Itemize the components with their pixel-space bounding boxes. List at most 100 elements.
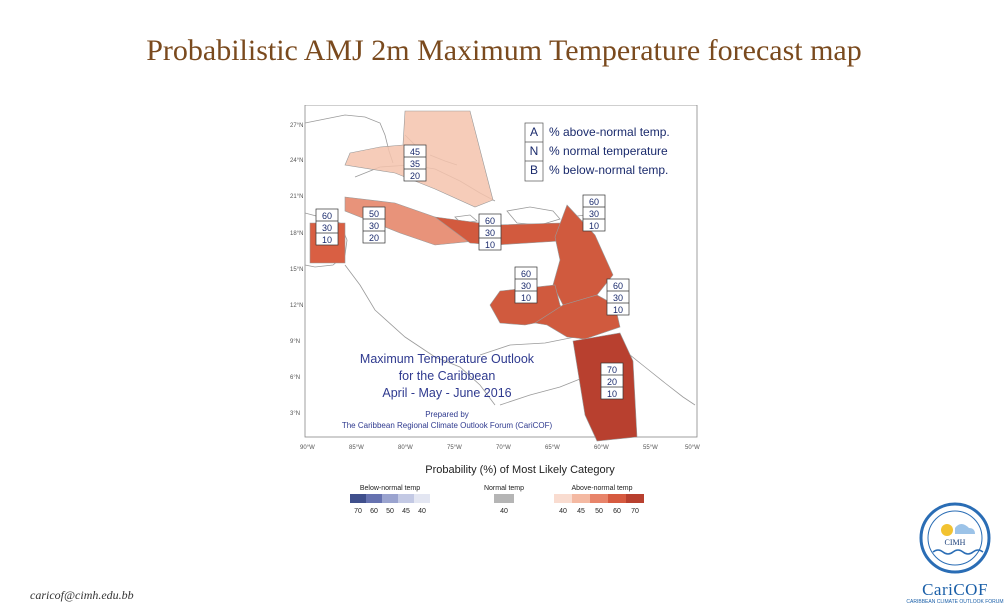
prob-normal: 30	[613, 293, 623, 303]
prob-box: 45 35 20	[403, 144, 427, 182]
outlook-title-line: Maximum Temperature Outlook	[360, 352, 535, 366]
legend-group-normal: Normal temp 40	[484, 485, 524, 515]
lon-label: 50°W	[685, 445, 700, 451]
lat-label: 27°N	[290, 123, 303, 129]
legend-tick: 50	[595, 508, 603, 515]
forecast-map: 27°N 24°N 21°N 18°N 15°N 12°N 9°N 6°N 3°…	[285, 105, 705, 455]
prob-box: 50 30 20	[362, 206, 386, 244]
prob-above: 60	[485, 216, 495, 226]
prob-below: 20	[410, 171, 420, 181]
legend-swatch	[382, 494, 398, 503]
cimh-seal: CIMH	[919, 502, 991, 574]
legend-group-above: Above-normal temp 40 45 50 60 70	[554, 485, 644, 515]
legend-swatch	[398, 494, 414, 503]
prob-above: 60	[589, 197, 599, 207]
legend-tick: 40	[500, 508, 508, 515]
prob-box: 60 30 10	[606, 278, 630, 316]
cloud-icon	[955, 524, 975, 534]
lon-label: 80°W	[398, 445, 413, 451]
key-text: % above-normal temp.	[549, 125, 670, 139]
legend-svg: Below-normal temp 70 60 50 45 40 Normal …	[350, 485, 644, 515]
wave-icon	[932, 549, 984, 555]
legend-tick: 70	[631, 508, 639, 515]
legend-group-label: Above-normal temp	[571, 485, 632, 492]
lat-label: 21°N	[290, 194, 303, 200]
legend-swatch	[626, 494, 644, 503]
legend-tick: 50	[386, 508, 394, 515]
prob-below: 20	[369, 233, 379, 243]
lon-label: 55°W	[643, 445, 658, 451]
outlook-title-line: April - May - June 2016	[382, 386, 511, 400]
outlook-title-line: for the Caribbean	[399, 369, 496, 383]
lon-label: 85°W	[349, 445, 364, 451]
prob-below: 10	[613, 305, 623, 315]
legend-swatch	[494, 494, 514, 503]
seal-text: CIMH	[945, 538, 966, 547]
key-letter: N	[530, 144, 539, 158]
lat-label: 12°N	[290, 303, 303, 309]
key-letter: B	[530, 163, 538, 177]
legend-tick: 60	[370, 508, 378, 515]
legend-title: Probability (%) of Most Likely Category	[425, 464, 615, 476]
lon-label: 60°W	[594, 445, 609, 451]
caricof-brand: CariCOF	[922, 580, 988, 599]
lat-label: 24°N	[290, 158, 303, 164]
prob-normal: 30	[589, 209, 599, 219]
lat-label: 15°N	[290, 267, 303, 273]
legend-tick: 45	[402, 508, 410, 515]
prob-normal: 30	[369, 221, 379, 231]
slide-title: Probabilistic AMJ 2m Maximum Temperature…	[146, 34, 862, 67]
legend-tick: 40	[418, 508, 426, 515]
prob-normal: 30	[485, 228, 495, 238]
prob-above: 60	[613, 281, 623, 291]
prob-below: 10	[607, 389, 617, 399]
legend-swatch	[350, 494, 366, 503]
prob-normal: 35	[410, 159, 420, 169]
map-svg: 27°N 24°N 21°N 18°N 15°N 12°N 9°N 6°N 3°…	[290, 105, 700, 451]
prob-box: 60 30 10	[514, 266, 538, 304]
lon-label: 75°W	[447, 445, 462, 451]
prob-below: 10	[485, 240, 495, 250]
legend-tick: 40	[559, 508, 567, 515]
prob-box: 60 30 10	[582, 194, 606, 232]
caricof-logo: CIMH CariCOF CARIBBEAN CLIMATE OUTLOOK F…	[905, 500, 1005, 610]
legend-swatch	[414, 494, 430, 503]
lat-label: 18°N	[290, 231, 303, 237]
lat-label: 3°N	[290, 411, 300, 417]
legend-swatch	[554, 494, 572, 503]
prepared-by-line: The Caribbean Regional Climate Outlook F…	[342, 421, 553, 430]
prob-above: 60	[322, 211, 332, 221]
lon-label: 90°W	[300, 445, 315, 451]
prob-above: 70	[607, 365, 617, 375]
map-key: A N B % above-normal temp. % normal temp…	[524, 122, 670, 182]
legend-group-label: Below-normal temp	[360, 485, 420, 492]
lon-labels: 90°W 85°W 80°W 75°W 70°W 65°W 60°W 55°W …	[300, 445, 700, 451]
lat-label: 6°N	[290, 375, 300, 381]
prob-normal: 30	[322, 223, 332, 233]
prob-below: 10	[521, 293, 531, 303]
key-text: % normal temperature	[549, 144, 668, 158]
prob-above: 45	[410, 147, 420, 157]
prob-above: 60	[521, 269, 531, 279]
legend-tick: 70	[354, 508, 362, 515]
legend-swatch	[608, 494, 626, 503]
sun-icon	[941, 524, 953, 536]
legend-group-below: Below-normal temp 70 60 50 45 40	[350, 485, 430, 515]
prob-box: 60 30 10	[315, 208, 339, 246]
key-text: % below-normal temp.	[549, 163, 668, 177]
lon-label: 65°W	[545, 445, 560, 451]
contact-email[interactable]: caricof@cimh.edu.bb	[30, 588, 134, 602]
prob-above: 50	[369, 209, 379, 219]
probability-legend: Probability (%) of Most Likely Category …	[330, 460, 710, 530]
legend-swatch	[366, 494, 382, 503]
region-labels: 45 35 20 60 30 10 50 30 20	[315, 144, 630, 400]
legend-group-label: Normal temp	[484, 485, 524, 492]
lat-labels: 27°N 24°N 21°N 18°N 15°N 12°N 9°N 6°N 3°…	[290, 123, 303, 417]
prob-normal: 20	[607, 377, 617, 387]
legend-tick: 45	[577, 508, 585, 515]
legend-swatch	[572, 494, 590, 503]
legend-tick: 60	[613, 508, 621, 515]
prob-normal: 30	[521, 281, 531, 291]
prob-box: 70 20 10	[600, 362, 624, 400]
prepared-by-line: Prepared by	[425, 410, 469, 419]
